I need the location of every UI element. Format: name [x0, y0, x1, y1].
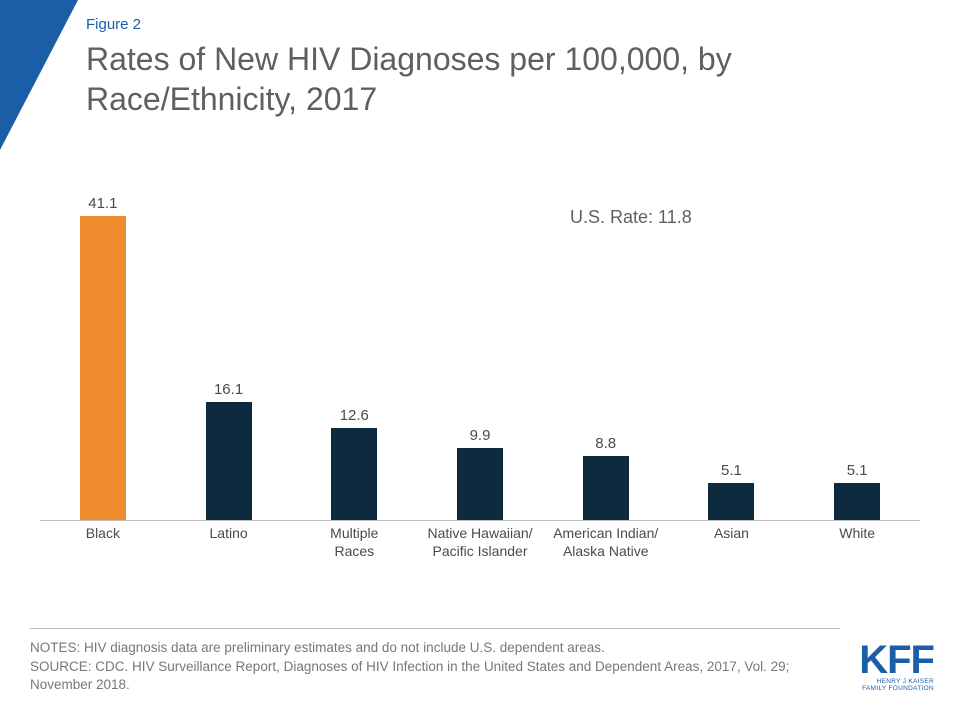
bar-slot: 9.9	[417, 195, 543, 521]
bar	[583, 456, 629, 521]
x-axis-line	[40, 520, 920, 521]
category-label: MultipleRaces	[291, 525, 417, 575]
logo-text: KFF	[859, 642, 934, 678]
kff-logo: KFF HENRY J KAISER FAMILY FOUNDATION	[859, 642, 934, 692]
bar	[206, 402, 252, 521]
figure-label: Figure 2	[86, 16, 920, 33]
footer: NOTES: HIV diagnosis data are preliminar…	[30, 628, 840, 694]
bar-slot: 16.1	[166, 195, 292, 521]
bars-container: 41.1 16.1 12.6 9.9 8.8 5.1 5.1	[40, 195, 920, 521]
bar	[708, 483, 754, 521]
category-label: American Indian/Alaska Native	[543, 525, 669, 575]
bar	[834, 483, 880, 521]
category-label: Native Hawaiian/Pacific Islander	[417, 525, 543, 575]
category-label: Latino	[166, 525, 292, 575]
bar-slot: 5.1	[669, 195, 795, 521]
bar-value-label: 5.1	[721, 462, 742, 479]
bar-value-label: 9.9	[470, 427, 491, 444]
chart-title: Rates of New HIV Diagnoses per 100,000, …	[86, 39, 920, 119]
bar-slot: 5.1	[794, 195, 920, 521]
bar-value-label: 41.1	[88, 195, 117, 212]
bar-slot: 41.1	[40, 195, 166, 521]
bar-value-label: 16.1	[214, 381, 243, 398]
footer-source: SOURCE: CDC. HIV Surveillance Report, Di…	[30, 658, 840, 694]
category-label: Asian	[669, 525, 795, 575]
category-label: White	[794, 525, 920, 575]
bar	[80, 216, 126, 521]
bar	[331, 428, 377, 522]
bar-value-label: 8.8	[595, 435, 616, 452]
bar	[457, 448, 503, 521]
bar-chart: 41.1 16.1 12.6 9.9 8.8 5.1 5.1 BlackLatinoMult…	[40, 195, 920, 575]
bar-slot: 8.8	[543, 195, 669, 521]
labels-container: BlackLatinoMultipleRacesNative Hawaiian/…	[40, 525, 920, 575]
bar-value-label: 5.1	[847, 462, 868, 479]
bar-slot: 12.6	[291, 195, 417, 521]
logo-subtext-2: FAMILY FOUNDATION	[859, 685, 934, 692]
corner-decoration	[0, 0, 78, 150]
category-label: Black	[40, 525, 166, 575]
header: Figure 2 Rates of New HIV Diagnoses per …	[86, 16, 920, 119]
bar-value-label: 12.6	[340, 407, 369, 424]
footer-notes: NOTES: HIV diagnosis data are preliminar…	[30, 639, 840, 657]
